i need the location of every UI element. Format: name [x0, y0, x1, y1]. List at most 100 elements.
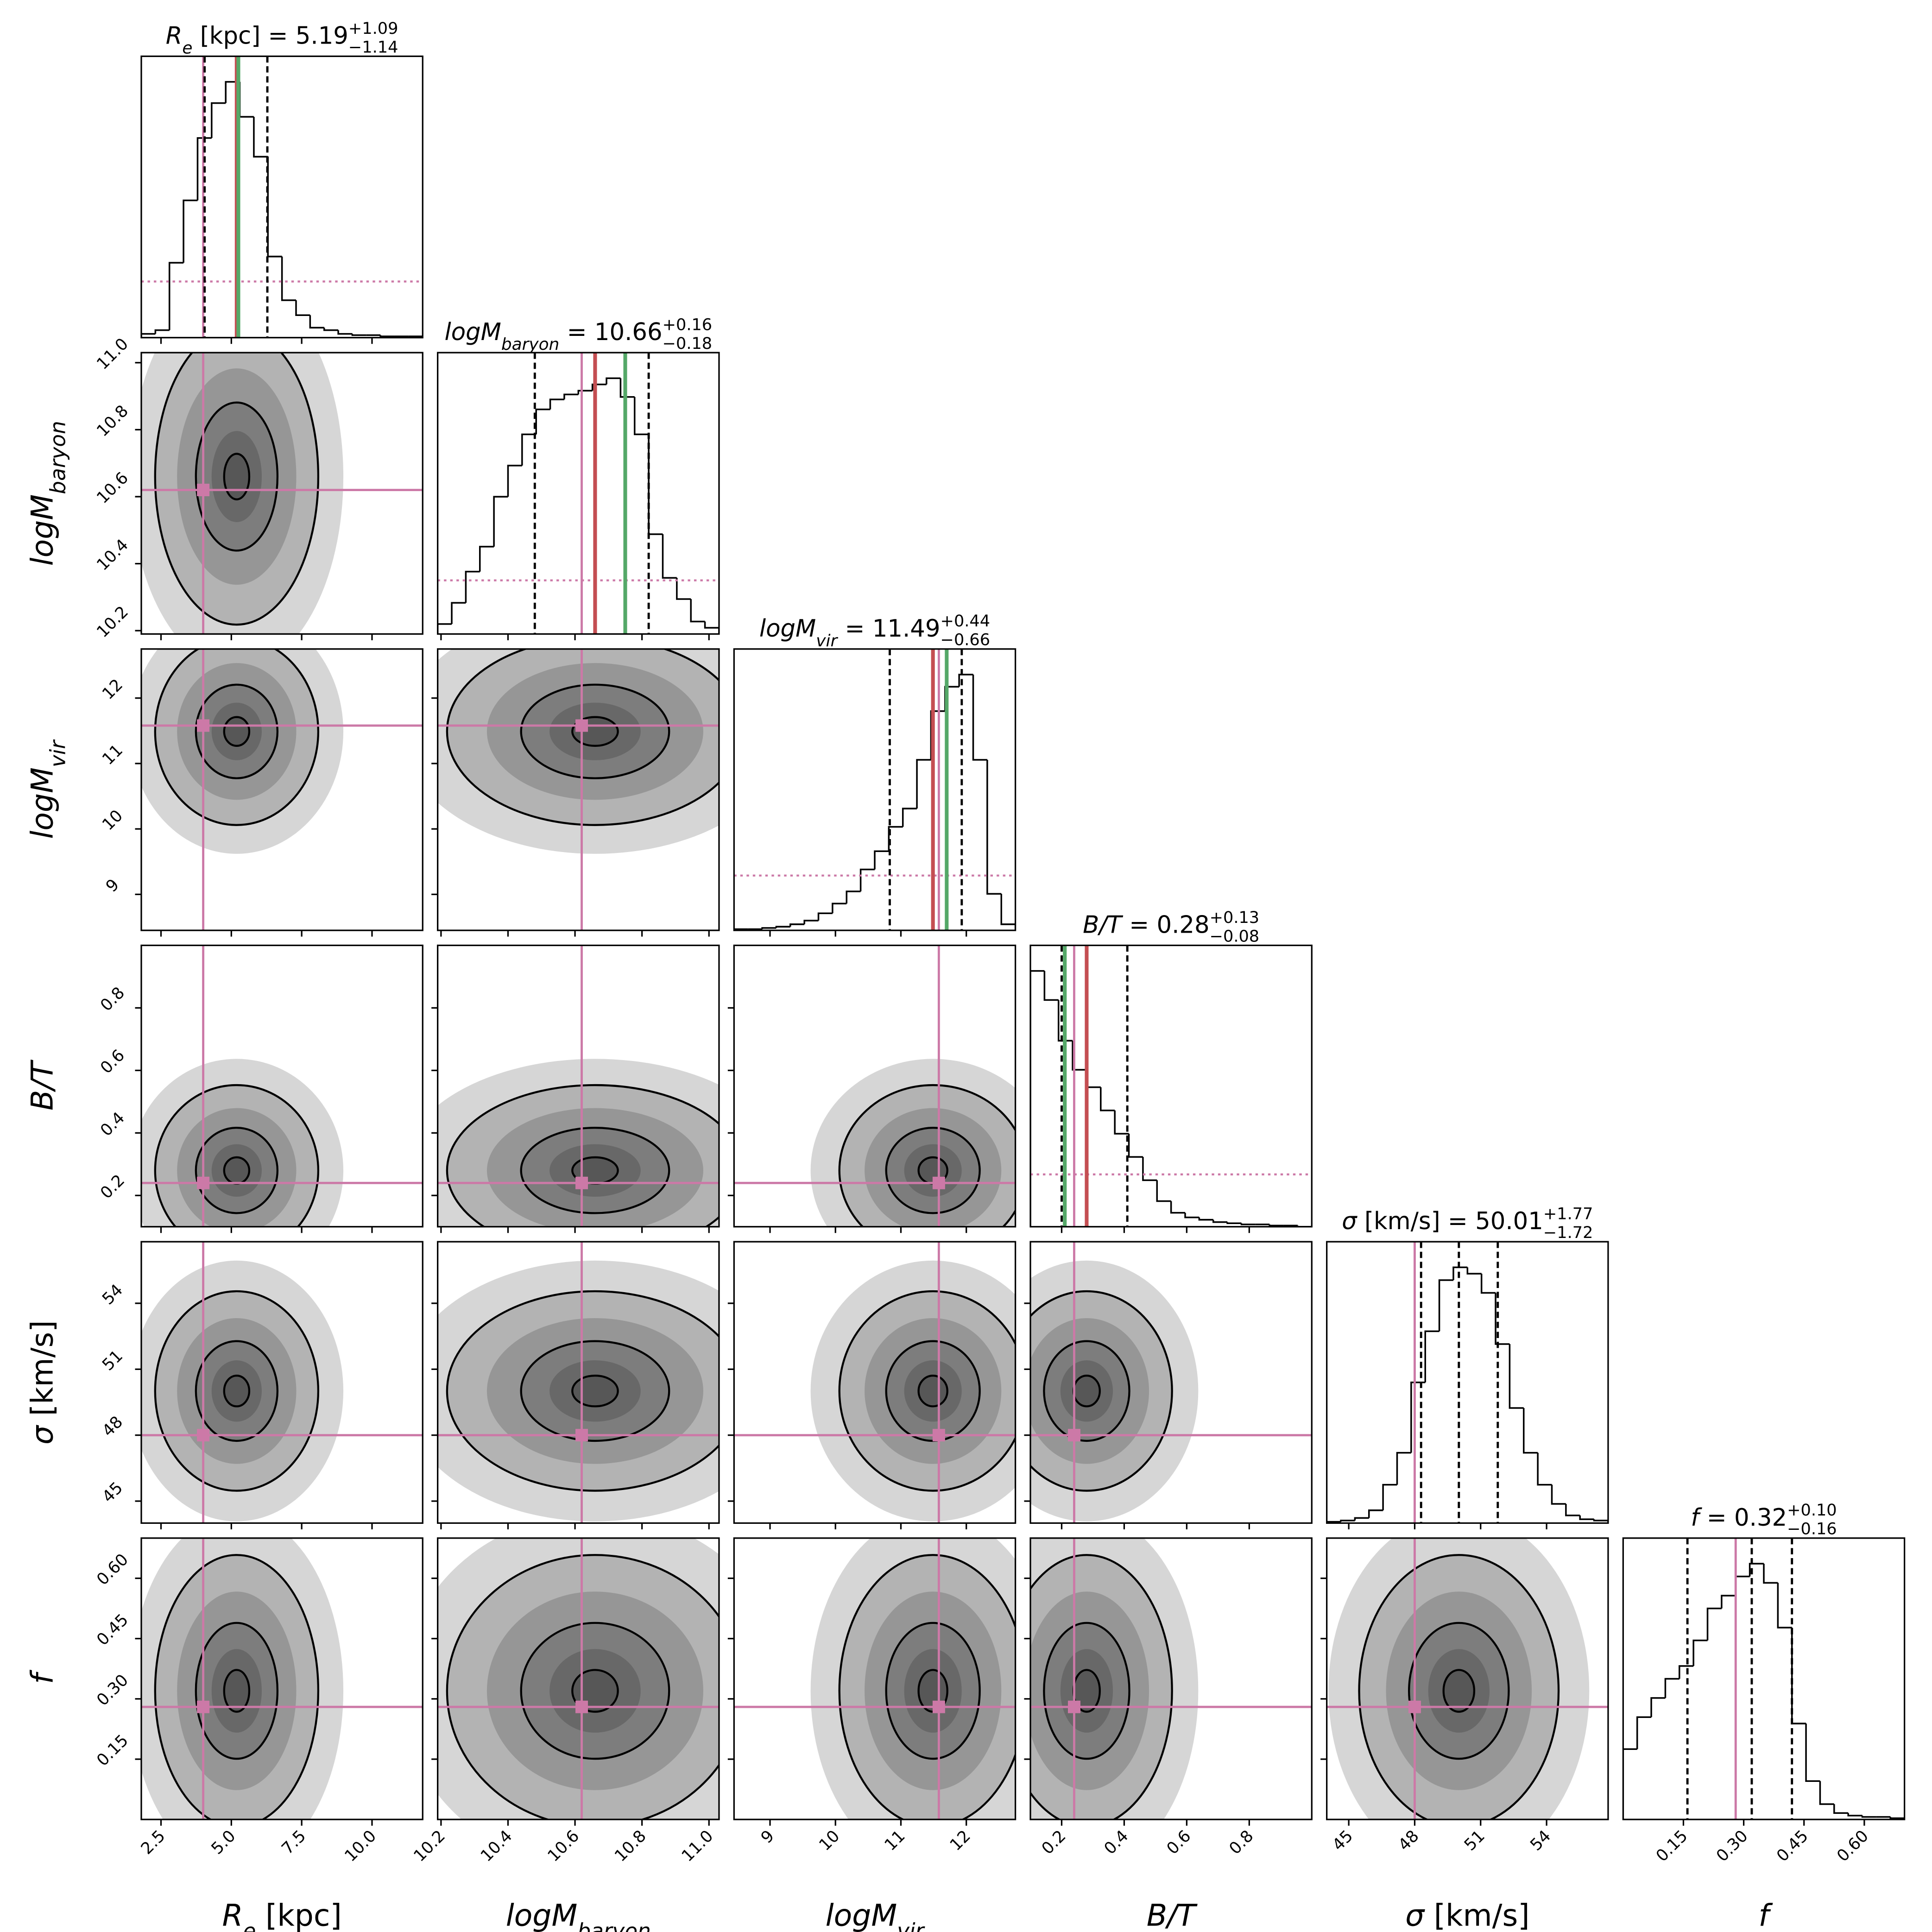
y-tick-label: 0.30	[93, 1671, 132, 1710]
x-tick-label: 48	[1395, 1826, 1423, 1855]
label-main: B/T	[1083, 911, 1123, 939]
x-axis-label: B/T	[1147, 1899, 1198, 1932]
label-main: f	[25, 1670, 60, 1684]
x-tick-label: 51	[1460, 1826, 1489, 1855]
density-level	[154, 1290, 320, 1492]
density-level	[211, 431, 262, 522]
hist-step	[634, 397, 649, 436]
x-tick-label: 0.4	[1100, 1826, 1132, 1858]
title-err-minus: −0.18	[663, 334, 713, 353]
density-level	[195, 1622, 279, 1760]
density-level	[1442, 1669, 1476, 1713]
panel-frame	[733, 1537, 1017, 1820]
label-main: σ	[1342, 1207, 1357, 1235]
hist-step	[141, 333, 156, 338]
density-level	[1408, 1622, 1510, 1760]
x-tick-label: 0.15	[1652, 1826, 1691, 1865]
hist-step	[1396, 1452, 1411, 1485]
density-level	[1328, 1538, 1590, 1820]
x-tick-label: 9	[757, 1826, 778, 1847]
x-tick-label: 5.0	[208, 1826, 239, 1858]
hist-step	[1749, 1563, 1764, 1577]
x-tick-label: 0.2	[1038, 1826, 1069, 1858]
y-axis-label: logMbaryon	[25, 421, 70, 566]
density-level	[141, 353, 344, 634]
density-level	[211, 1360, 262, 1422]
y-tick-label: 0.45	[93, 1610, 132, 1649]
hist-step	[789, 923, 805, 927]
panel	[734, 1242, 1016, 1523]
density-level	[195, 1340, 279, 1442]
label-unit: [km/s]	[1424, 1899, 1529, 1932]
density-level	[1030, 1318, 1149, 1464]
x-tick-label: 0.6	[1163, 1826, 1194, 1858]
hist-step	[1086, 1069, 1101, 1088]
hist-step	[323, 328, 339, 331]
density-level	[1043, 1622, 1130, 1760]
density-level	[446, 1084, 719, 1227]
x-tick-label: 45	[1329, 1826, 1357, 1855]
hist-step	[888, 826, 903, 852]
truth-marker	[575, 1176, 588, 1189]
density-level	[223, 716, 251, 747]
hist-step	[465, 571, 480, 603]
density-level	[1428, 1649, 1490, 1733]
hist-step	[1847, 1813, 1863, 1817]
label-main: logM	[759, 615, 816, 643]
hist-step	[648, 434, 663, 535]
hist-step	[1212, 1219, 1228, 1223]
panel	[141, 649, 423, 931]
hist-step	[1593, 1519, 1608, 1523]
hist-step	[437, 623, 452, 634]
hist-step	[930, 710, 945, 760]
panel	[437, 1242, 719, 1523]
label-sub: vir	[45, 739, 70, 767]
truth-marker	[932, 1429, 945, 1442]
hist-step	[1480, 1274, 1496, 1294]
y-axis-label: logMvir	[25, 739, 70, 839]
panel-title: B/T = 0.28+0.13 −0.08	[1083, 908, 1259, 946]
density-level	[437, 1260, 719, 1522]
panel-frame	[140, 55, 423, 339]
density-level	[1043, 1340, 1130, 1442]
hist-step	[761, 927, 777, 929]
label-main: logM	[25, 767, 60, 839]
density-level	[904, 1360, 962, 1422]
truth-marker	[932, 1176, 945, 1189]
density-level	[1030, 1554, 1173, 1820]
y-tick-label: 10.4	[93, 536, 132, 575]
panel-frame	[140, 352, 423, 635]
title-err-plus: +0.44	[941, 612, 991, 631]
label-sub: baryon	[577, 1919, 650, 1932]
density-level	[446, 1554, 719, 1820]
panel-frame	[140, 944, 423, 1228]
label-sub: e	[243, 1919, 256, 1932]
label-main: B/T	[25, 1060, 60, 1111]
density-level	[1030, 1260, 1199, 1522]
hist-step	[1072, 1041, 1087, 1071]
hist-step	[1368, 1509, 1383, 1518]
hist-step	[1819, 1781, 1834, 1805]
y-tick-label: 54	[99, 1281, 127, 1309]
title-err-plus: +0.13	[1210, 908, 1260, 927]
hist-step	[591, 384, 607, 391]
y-tick-label: 0.6	[97, 1046, 128, 1077]
hist-step	[775, 926, 790, 928]
density-level	[446, 1290, 719, 1492]
y-tick-label: 0.2	[97, 1171, 128, 1202]
hist-step	[479, 546, 494, 572]
hist-step	[704, 621, 719, 634]
density-level	[223, 1375, 251, 1408]
panel-frame	[1326, 1241, 1609, 1524]
panel-frame	[437, 1537, 720, 1820]
x-tick-label: 0.8	[1225, 1826, 1257, 1858]
hist-step	[1226, 1222, 1242, 1224]
x-tick-label: 0.45	[1773, 1826, 1812, 1865]
density-level	[1030, 1591, 1149, 1790]
hist-step	[619, 378, 635, 398]
panel-frame	[1029, 944, 1313, 1228]
hist-step	[874, 850, 889, 870]
panel-frame	[140, 1537, 423, 1820]
x-tick-label: 7.5	[278, 1826, 309, 1858]
